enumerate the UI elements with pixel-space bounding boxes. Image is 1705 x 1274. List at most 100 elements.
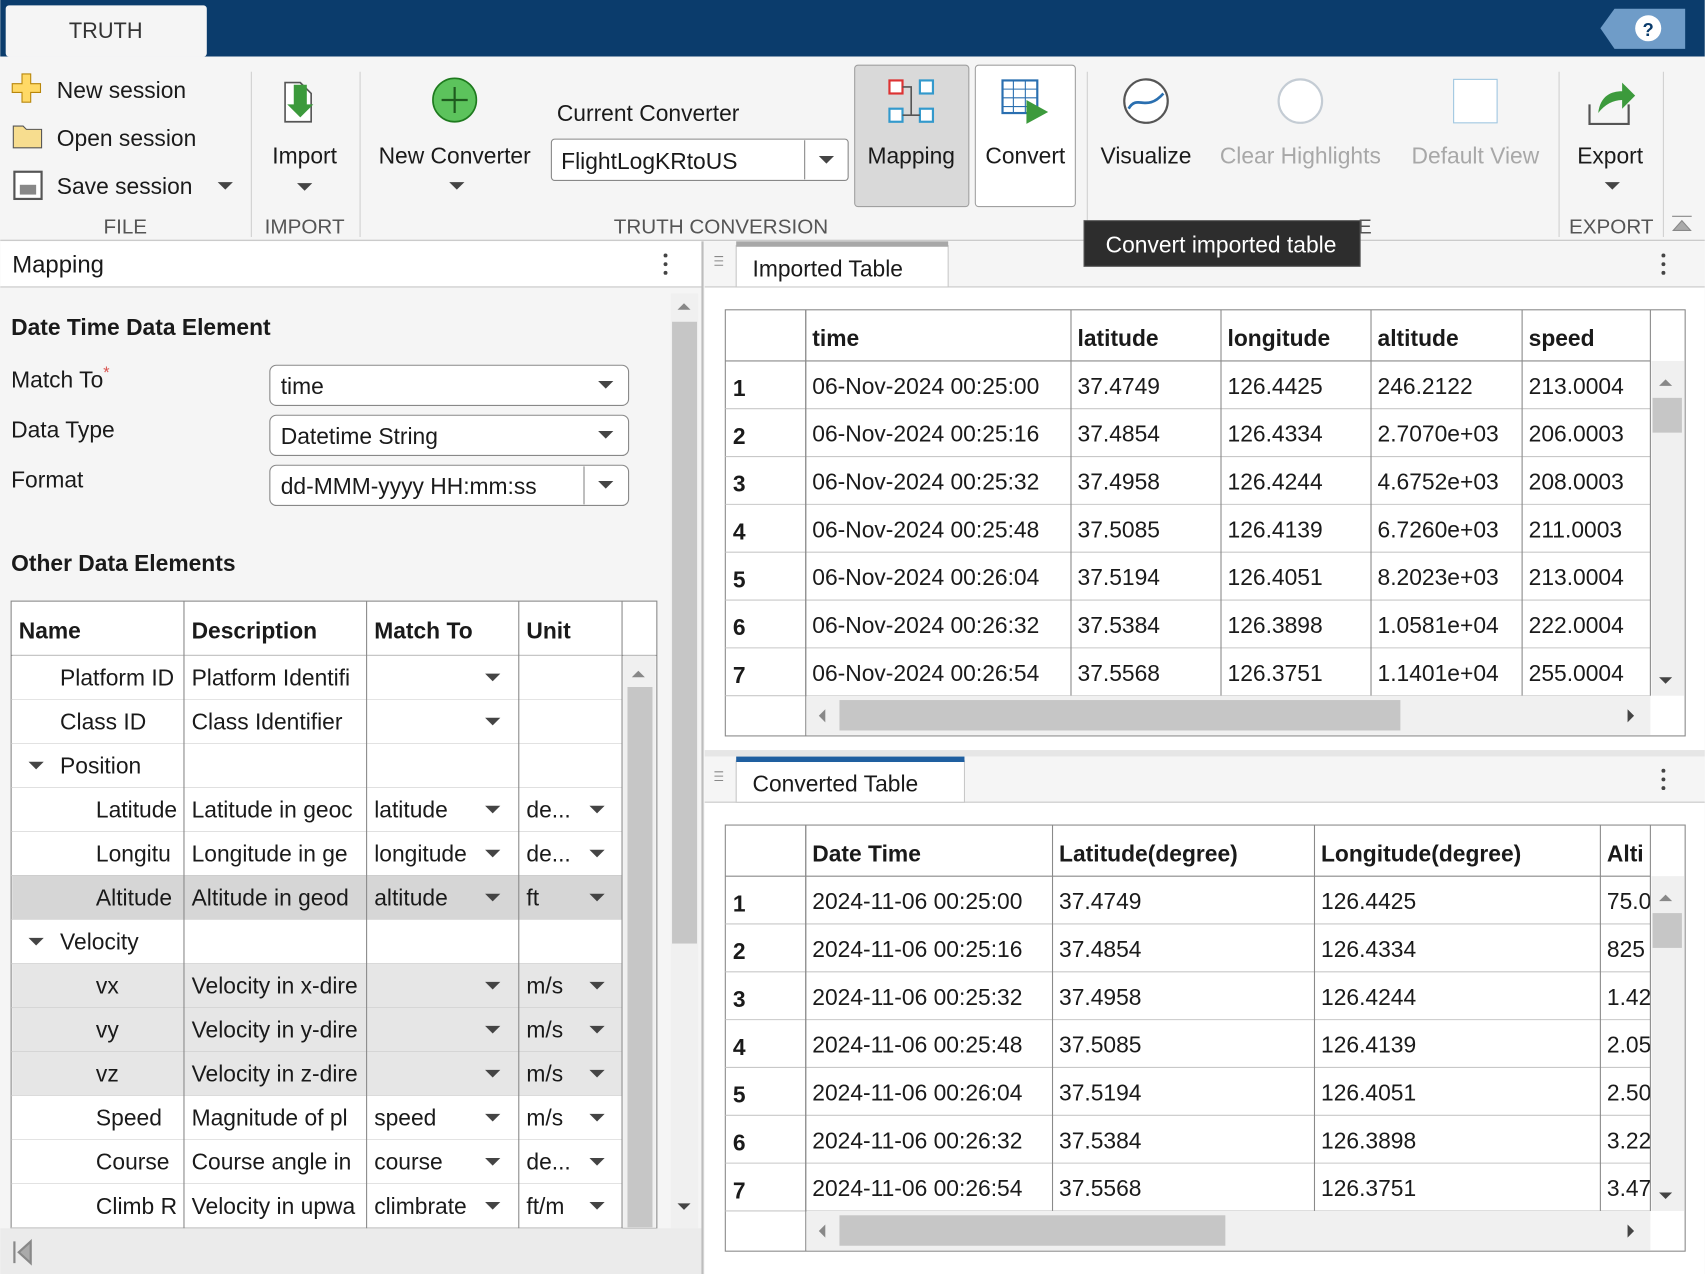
arrow-icon xyxy=(485,1113,501,1122)
data-table xyxy=(724,824,1686,1252)
row-number: 4 xyxy=(733,1034,746,1060)
arrow-icon xyxy=(631,670,645,678)
arrow-icon xyxy=(485,805,501,814)
arrow-icon xyxy=(28,761,44,770)
table-cell: 75.0 xyxy=(1607,888,1651,914)
table-cell: 126.4139 xyxy=(1321,1032,1416,1058)
panel-footer xyxy=(0,1228,703,1274)
arrow-icon xyxy=(485,893,501,902)
table-row xyxy=(12,1139,623,1184)
export-icon xyxy=(1588,104,1630,126)
table-cell: 37.5085 xyxy=(1059,1032,1141,1058)
table-cell: 06-Nov-2024 00:25:48 xyxy=(812,516,1039,542)
field-dropdown xyxy=(269,414,630,457)
row-description: Velocity in z-dire xyxy=(192,1061,358,1087)
file-item[interactable]: New session xyxy=(57,77,186,103)
row-description: Platform Identifi xyxy=(192,664,350,690)
required-mark: * xyxy=(103,364,110,382)
arrow-icon xyxy=(589,1201,605,1210)
row-name: Latitude xyxy=(96,797,177,823)
file-item[interactable]: Save session xyxy=(57,173,193,199)
export-button: Export xyxy=(1577,142,1644,168)
column-header: Alti xyxy=(1607,840,1644,866)
export-arrow xyxy=(1598,82,1636,114)
table-cell: 37.5194 xyxy=(1059,1079,1142,1105)
row-description: Magnitude of pl xyxy=(192,1105,348,1131)
group-label: TRUTH CONVERSION xyxy=(614,216,828,239)
tooltip xyxy=(1083,220,1361,267)
import-button: Import xyxy=(272,142,337,168)
arrow-icon xyxy=(485,1025,501,1034)
tooltip-text: Convert imported table xyxy=(1106,232,1337,258)
arrow-icon xyxy=(589,1157,605,1166)
row-match: speed xyxy=(374,1105,436,1131)
panel-separator xyxy=(704,750,1705,757)
table-cell: 2024-11-06 00:26:04 xyxy=(812,1079,1022,1105)
group-label: E xyxy=(1358,216,1372,239)
convert-icon-arrow xyxy=(1026,100,1049,124)
table-cell: 06-Nov-2024 00:26:54 xyxy=(812,660,1039,686)
mapping-icon-d xyxy=(918,107,935,123)
tab xyxy=(5,5,207,57)
field-value[interactable]: dd-MMM-yyyy HH:mm:ss xyxy=(281,473,537,499)
row-description: Velocity in x-dire xyxy=(192,973,358,999)
field-value[interactable]: Datetime String xyxy=(281,423,438,449)
panel-tab-title[interactable]: Imported Table xyxy=(752,255,902,281)
file-item[interactable]: Open session xyxy=(57,125,197,151)
panel-tab-title[interactable]: Converted Table xyxy=(752,771,918,797)
table-row xyxy=(12,963,623,1008)
convert-icon-grid xyxy=(1002,80,1038,114)
panel-header xyxy=(0,241,703,287)
table-row xyxy=(12,743,623,788)
arrow-icon xyxy=(598,431,614,439)
table-cell: 06-Nov-2024 00:26:32 xyxy=(812,612,1039,638)
table-scroll-thumb xyxy=(627,687,653,1228)
row-unit: m/s xyxy=(526,1105,563,1131)
column-header: Description xyxy=(192,617,318,643)
field-dropdown xyxy=(269,364,630,407)
column-header: Match To xyxy=(374,617,472,643)
field-label: Format xyxy=(11,466,84,492)
arrow-icon xyxy=(1627,709,1635,723)
table-cell: 1.42 xyxy=(1607,984,1651,1010)
table-cell: 37.4854 xyxy=(1078,421,1161,447)
column-header: Name xyxy=(19,617,81,643)
row-name: Altitude xyxy=(96,885,172,911)
grip-icon xyxy=(714,255,724,266)
section-heading: Date Time Data Element xyxy=(11,314,271,340)
row-match: altitude xyxy=(374,885,448,911)
mapping-button-label: Mapping xyxy=(867,142,955,168)
row-number: 2 xyxy=(733,938,746,964)
view-icon-line xyxy=(1127,92,1165,110)
table-cell: 126.4425 xyxy=(1228,373,1323,399)
table-cell: 222.0004 xyxy=(1529,612,1624,638)
field-label: Data Type xyxy=(11,416,115,442)
view-icon xyxy=(1123,78,1169,124)
column-header: altitude xyxy=(1378,325,1459,351)
table-cell: 3.22 xyxy=(1607,1127,1651,1153)
arrow-icon xyxy=(1659,1192,1673,1199)
row-unit: ft/m xyxy=(526,1193,564,1219)
table-cell: 2024-11-06 00:25:00 xyxy=(812,888,1022,914)
convert-button-label: Convert xyxy=(985,142,1066,168)
table-row xyxy=(12,1051,623,1096)
table-cell: 208.0003 xyxy=(1529,469,1624,495)
field-value[interactable]: time xyxy=(281,373,324,399)
table-cell: 213.0004 xyxy=(1529,564,1624,590)
table-cell: 37.4749 xyxy=(1059,888,1141,914)
arrow-icon xyxy=(598,381,614,389)
view-button: Default View xyxy=(1412,142,1540,168)
table-cell: 2024-11-06 00:26:54 xyxy=(812,1175,1022,1201)
column-header: Latitude(degree) xyxy=(1059,840,1238,866)
row-unit: de... xyxy=(526,797,570,823)
arrow-icon xyxy=(1659,677,1673,684)
arrow-icon xyxy=(485,717,501,726)
arrow-icon xyxy=(1604,182,1620,190)
row-match: longitude xyxy=(374,841,467,867)
arrow-icon xyxy=(589,893,605,902)
field-label: Match To* xyxy=(11,364,110,393)
panel-scroll-thumb xyxy=(672,321,698,944)
arrow-icon xyxy=(589,849,605,858)
mapping-icon-c xyxy=(888,107,904,123)
mapping-icon-b xyxy=(918,79,935,95)
